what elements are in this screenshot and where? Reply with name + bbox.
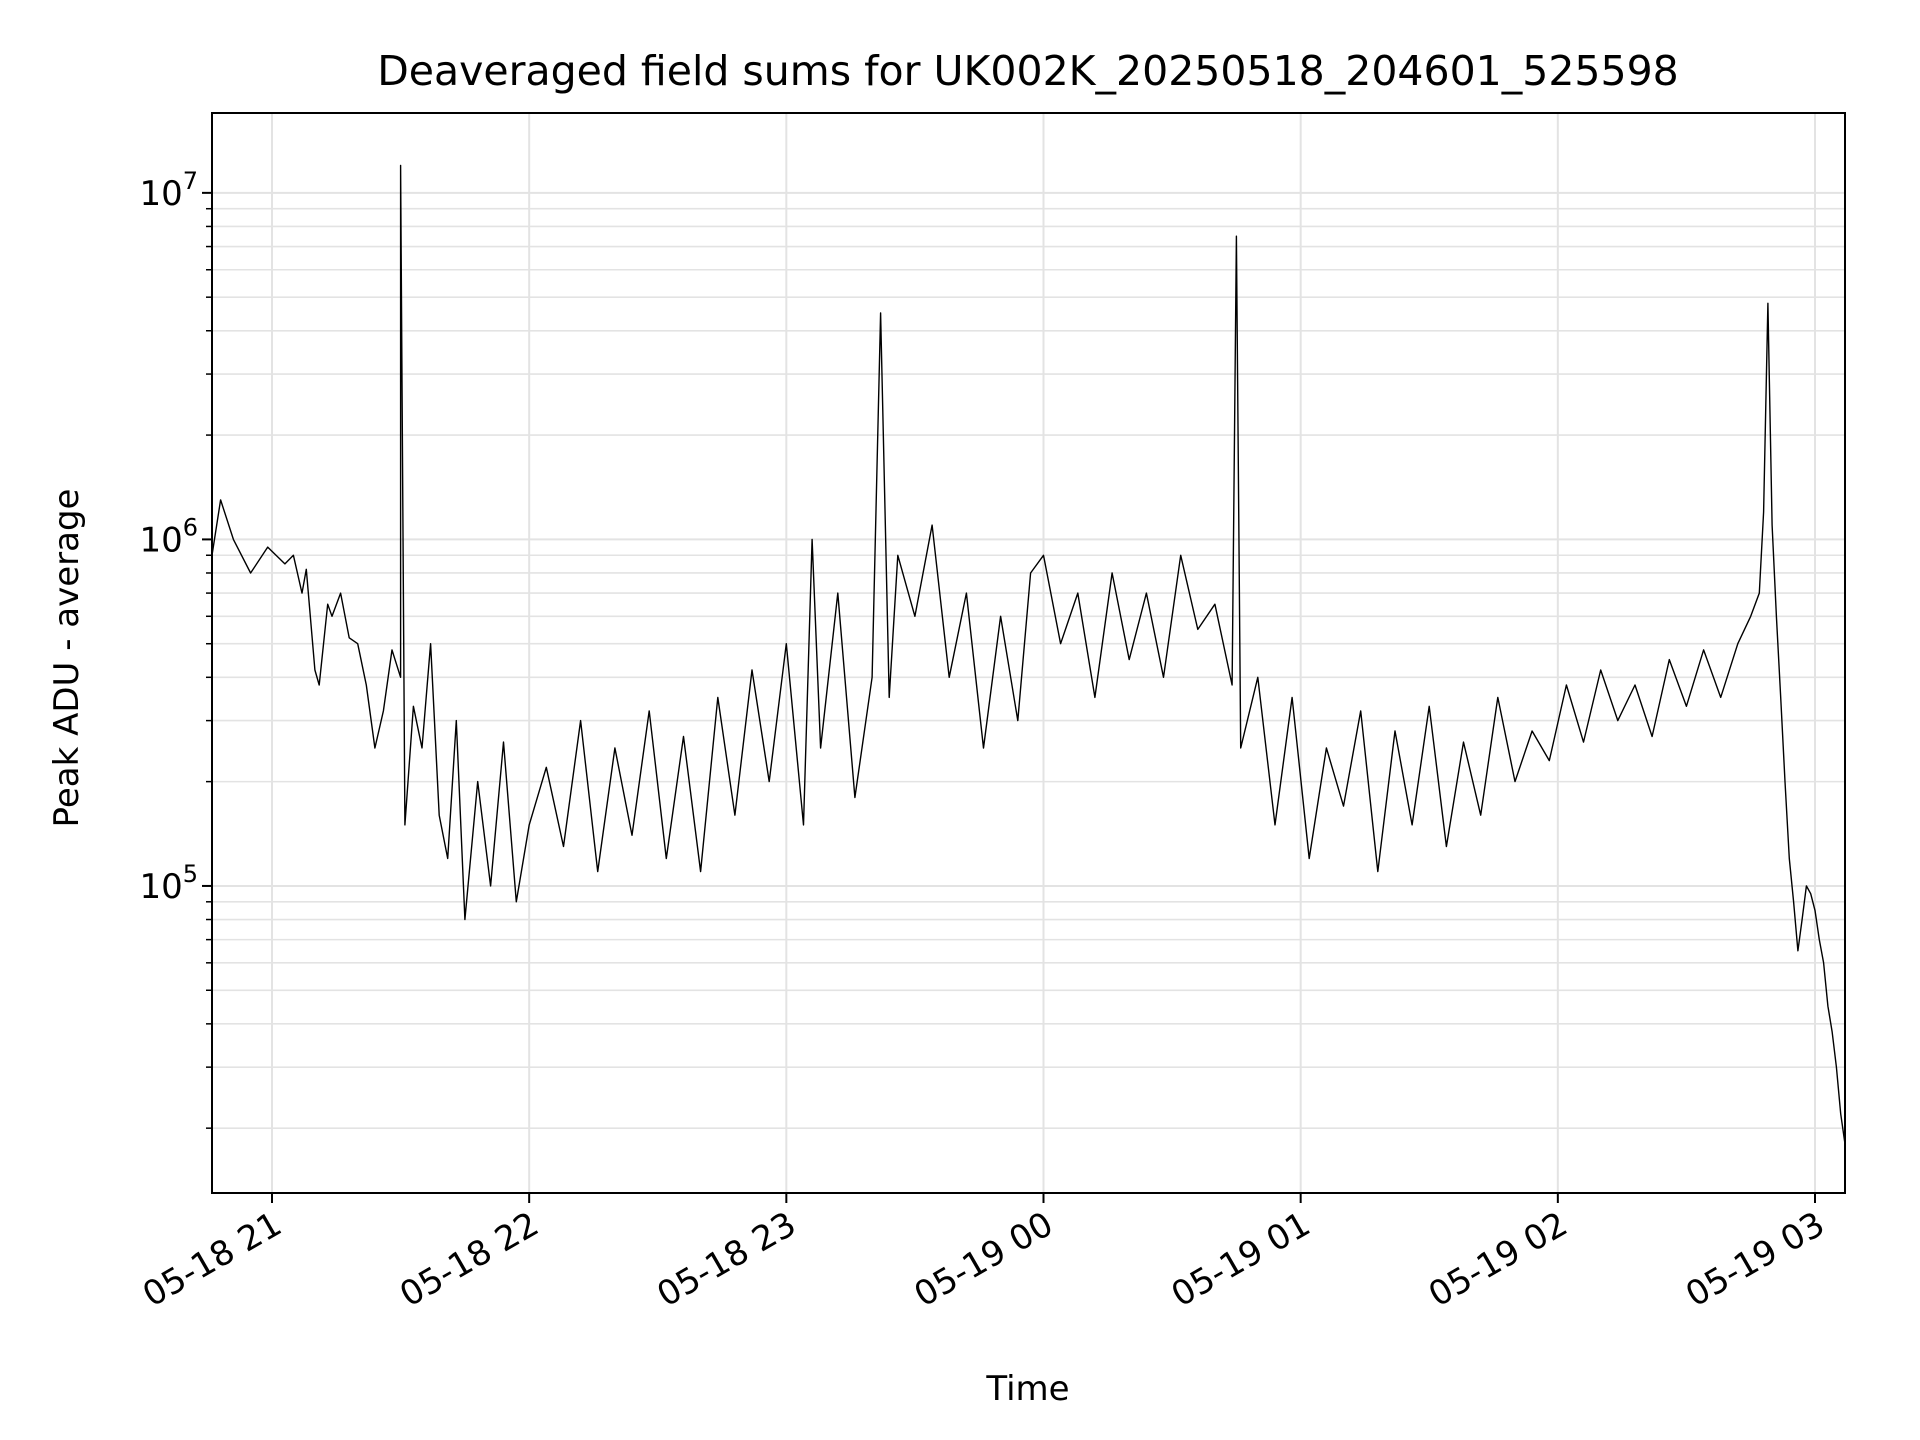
- minor-gridlines: [212, 207, 1845, 1129]
- y-tick-label: 106: [139, 513, 198, 560]
- y-axis: 105 106 107: [139, 167, 212, 1129]
- y-tick-label: 107: [139, 167, 198, 214]
- y-axis-label: Peak ADU - average: [47, 489, 87, 828]
- plot-frame: [211, 112, 1846, 1194]
- series-line: [211, 164, 1846, 1145]
- major-gridlines: [212, 113, 1845, 1193]
- chart-title: Deaveraged field sums for UK002K_2025051…: [377, 47, 1679, 95]
- y-tick-label: 105: [139, 860, 198, 907]
- x-axis-label: Time: [985, 1369, 1069, 1409]
